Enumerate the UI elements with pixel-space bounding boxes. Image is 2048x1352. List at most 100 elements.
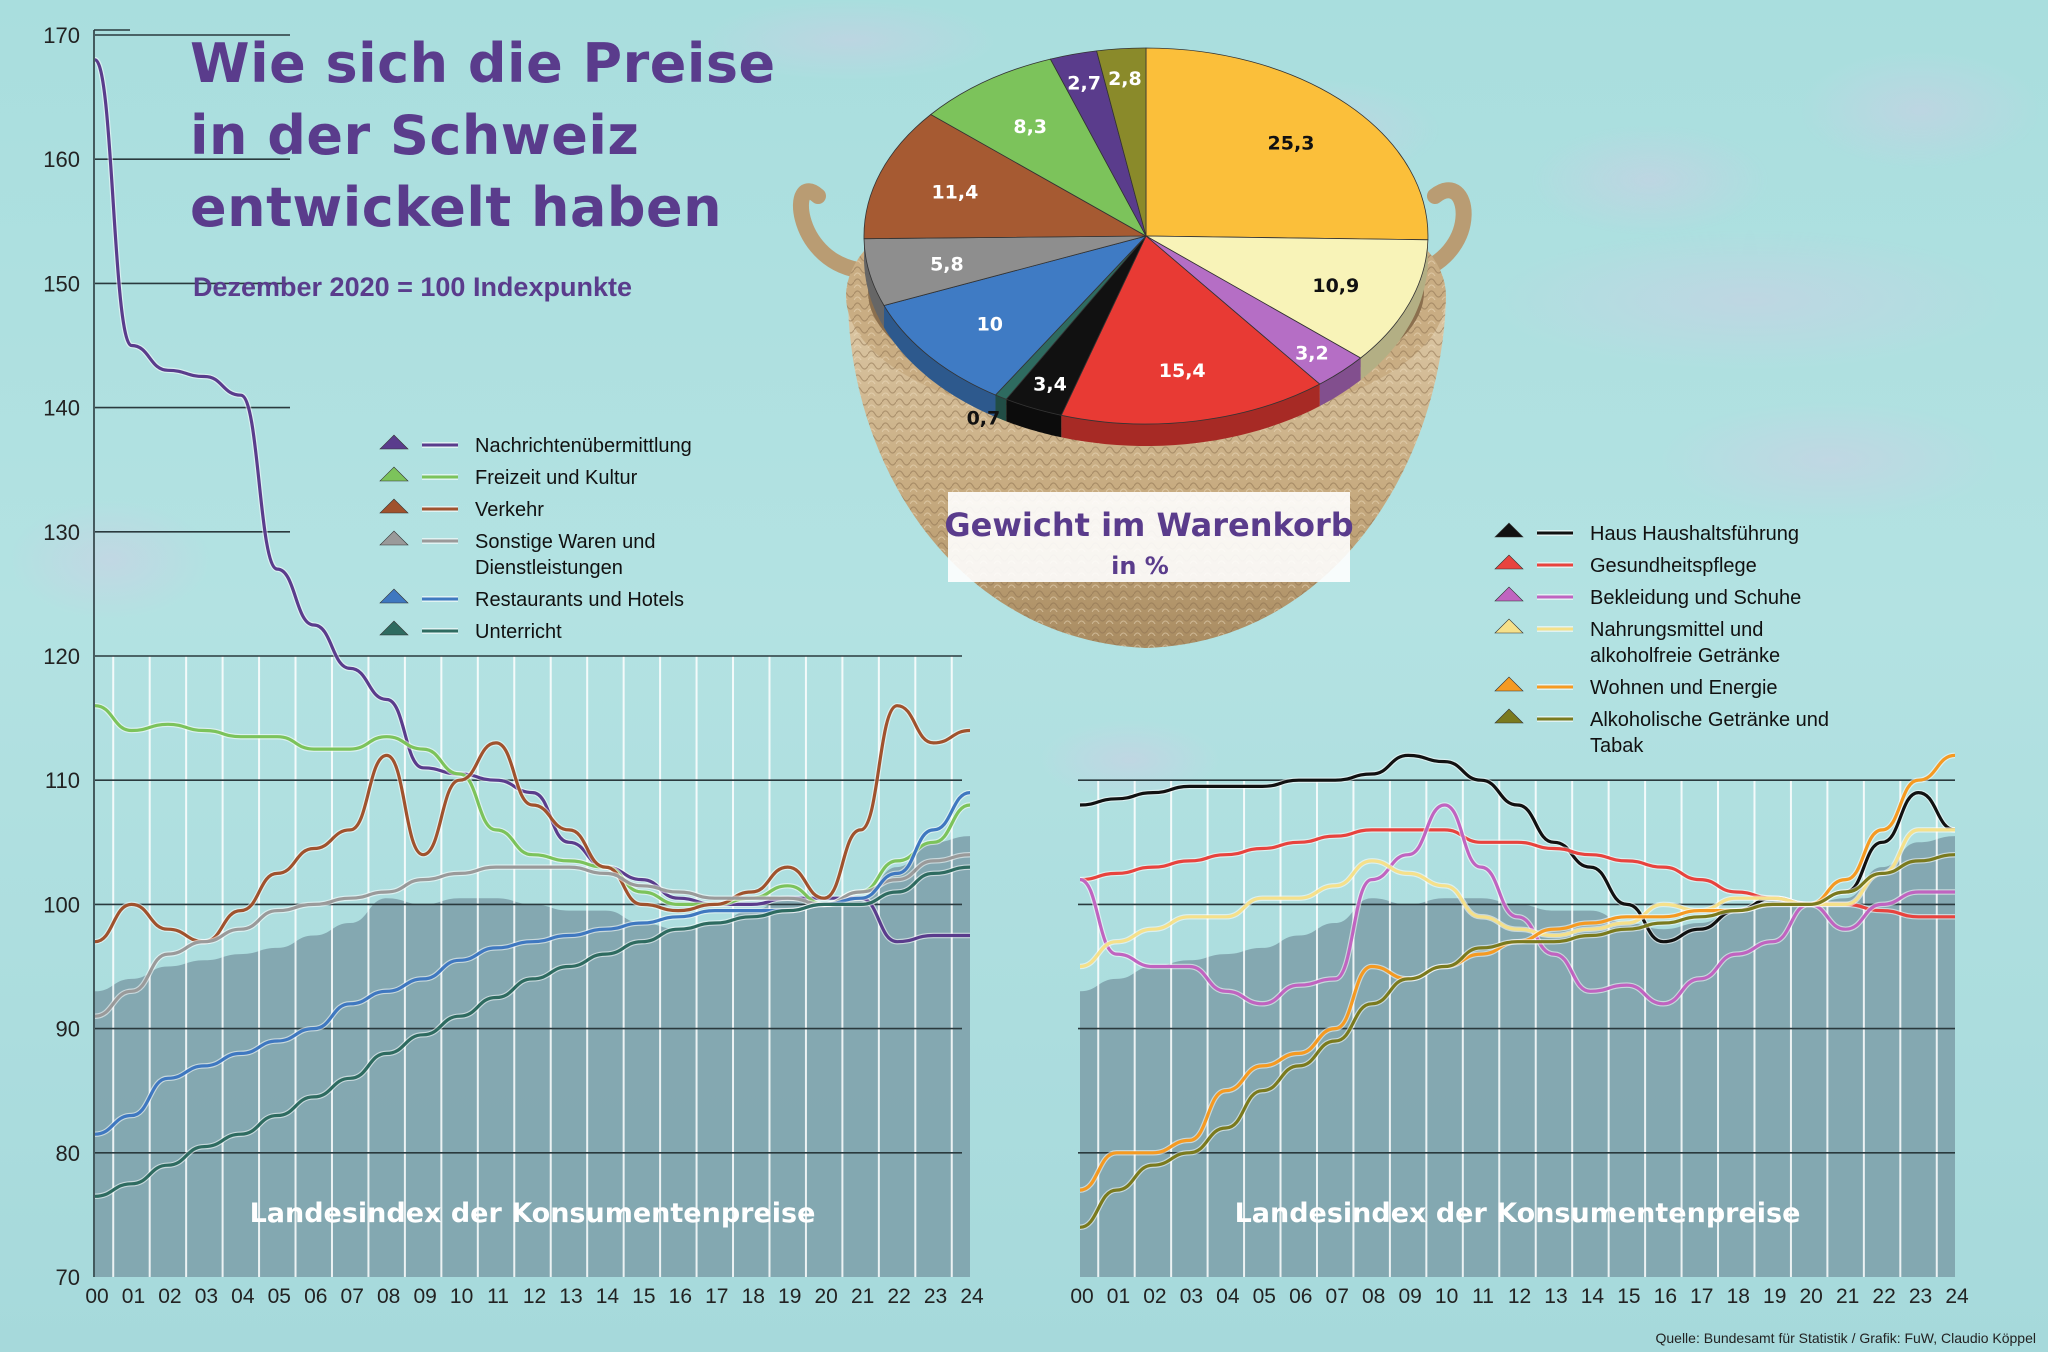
x-tick-label: 21	[1836, 1285, 1859, 1308]
pie-side-7	[864, 238, 884, 328]
x-tick-label: 06	[1289, 1285, 1312, 1308]
legend-label-3: Nahrungsmittel und	[1590, 619, 1763, 641]
y-tick-label: 80	[56, 1141, 80, 1166]
x-tick-label: 09	[1398, 1285, 1421, 1308]
legend-label-3: alkoholfreie Getränke	[1590, 645, 1780, 667]
legend-marker-4	[379, 588, 409, 604]
pie-side-6	[884, 305, 996, 417]
x-tick-label: 02	[1143, 1285, 1166, 1308]
pie-slice-8	[863, 114, 1148, 240]
x-tick-label: 07	[1326, 1285, 1349, 1308]
x-tick-label: 05	[268, 1285, 291, 1308]
right-legend: Haus Haushaltsführung Gesundheitspflege Be…	[1494, 522, 1829, 757]
x-tick-label: 20	[814, 1285, 837, 1308]
series-group	[95, 57, 970, 1200]
pie-slice-11	[1096, 47, 1147, 237]
pie-slice-6	[883, 235, 1148, 396]
x-tick-label: 16	[669, 1285, 692, 1308]
legend-marker-5	[379, 620, 409, 636]
title-line-1: Wie sich die Preise	[190, 32, 776, 95]
cpi-area	[1080, 836, 1955, 1277]
x-tick-label: 22	[1872, 1285, 1895, 1308]
legend-marker-5	[1494, 708, 1524, 724]
legend-label-2: Verkehr	[475, 499, 544, 521]
y-tick-label: 100	[43, 892, 80, 917]
x-tick-label: 00	[1070, 1285, 1093, 1308]
x-tick-label: 23	[1909, 1285, 1932, 1308]
pie-subtitle: in %	[1111, 552, 1169, 580]
x-tick-label: 13	[559, 1285, 582, 1308]
legend-marker-3	[379, 530, 409, 546]
basket-pie-chart: 25,3 10,9 3,2 15,4 3,4 0,7 10 5,8 11,4 8,3 2,7 2,8	[863, 47, 1429, 446]
legend-label-3: Dienstleistungen	[475, 557, 623, 579]
title-line-3: entwickelt haben	[190, 176, 723, 239]
pie-label-10: 2,7	[1067, 73, 1101, 95]
legend-label-5: Alkoholische Getränke und	[1590, 709, 1829, 731]
x-tick-label: 01	[1107, 1285, 1130, 1308]
pie-title: Gewicht im Warenkorb	[944, 506, 1353, 544]
legend-marker-4	[1494, 676, 1524, 692]
x-tick-label: 24	[960, 1285, 984, 1308]
x-tick-label: 08	[1362, 1285, 1385, 1308]
pie-side-4	[1006, 399, 1062, 438]
x-tick-label: 12	[523, 1285, 546, 1308]
legend-label-5: Tabak	[1590, 735, 1644, 757]
pie-label-3: 15,4	[1159, 360, 1206, 382]
y-tick-label: 110	[45, 768, 80, 793]
x-tick-label: 19	[1763, 1285, 1786, 1308]
basket-label: Gewicht im Warenkorb in %	[944, 492, 1354, 582]
legend-label-2: Bekleidung und Schuhe	[1590, 587, 1801, 609]
pie-slice-3	[1060, 235, 1321, 425]
pie-side-1	[1360, 239, 1428, 380]
pie-label-11: 2,8	[1108, 68, 1142, 90]
pie-label-0: 25,3	[1268, 132, 1315, 154]
legend-marker-0	[1494, 522, 1524, 538]
x-tick-label: 04	[231, 1285, 255, 1308]
y-tick-label: 150	[43, 271, 80, 296]
series-group	[1079, 752, 1956, 1231]
pie-slice-0	[1145, 47, 1429, 241]
x-tick-label: 15	[632, 1285, 655, 1308]
legend-marker-1	[1494, 554, 1524, 570]
x-tick-label: 22	[887, 1285, 910, 1308]
legend-marker-3	[1494, 618, 1524, 634]
left-price-chart: Landesindex der Konsumentenpreise 00 01 02 0…	[43, 23, 984, 1308]
x-tick-label: 19	[778, 1285, 801, 1308]
x-tick-label: 17	[705, 1285, 728, 1308]
cpi-area	[95, 836, 970, 1277]
x-tick-label: 03	[195, 1285, 218, 1308]
x-tick-label: 10	[450, 1285, 473, 1308]
left-legend: Nachrichtenübermittlung Freizeit und Kult…	[379, 434, 692, 643]
x-tick-label: 03	[1180, 1285, 1203, 1308]
x-tick-label: 04	[1216, 1285, 1240, 1308]
x-tick-label: 00	[85, 1285, 108, 1308]
x-tick-label: 15	[1617, 1285, 1640, 1308]
x-tick-label: 02	[158, 1285, 181, 1308]
legend-marker-0	[379, 434, 409, 450]
x-tick-label: 14	[596, 1285, 620, 1308]
pie-label-5: 0,7	[967, 408, 1001, 430]
pie-slice-1	[1145, 235, 1429, 359]
legend-marker-2	[1494, 586, 1524, 602]
pie-slice-9	[930, 58, 1148, 238]
legend-label-4: Restaurants und Hotels	[475, 589, 684, 611]
legend-marker-1	[379, 466, 409, 482]
legend-label-0: Nachrichtenübermittlung	[475, 435, 692, 457]
series-line-2	[95, 704, 970, 944]
x-tick-label: 24	[1945, 1285, 1969, 1308]
series-line-5	[1079, 853, 1956, 1229]
pie-label-9: 8,3	[1013, 116, 1047, 138]
pie-label-7: 5,8	[930, 253, 964, 275]
pie-label-2: 3,2	[1295, 342, 1329, 364]
legend-label-3: Sonstige Waren und	[475, 531, 655, 553]
legend-label-4: Wohnen und Energie	[1590, 677, 1778, 699]
chart-bottom-title: Landesindex der Konsumentenpreise	[250, 1198, 816, 1229]
background-decoration	[10, 0, 2040, 800]
y-tick-label: 120	[43, 644, 80, 669]
legend-label-1: Gesundheitspflege	[1590, 555, 1757, 577]
x-tick-label: 18	[1727, 1285, 1750, 1308]
y-tick-label: 70	[56, 1265, 80, 1290]
x-tick-label: 05	[1253, 1285, 1276, 1308]
x-tick-label: 08	[377, 1285, 400, 1308]
